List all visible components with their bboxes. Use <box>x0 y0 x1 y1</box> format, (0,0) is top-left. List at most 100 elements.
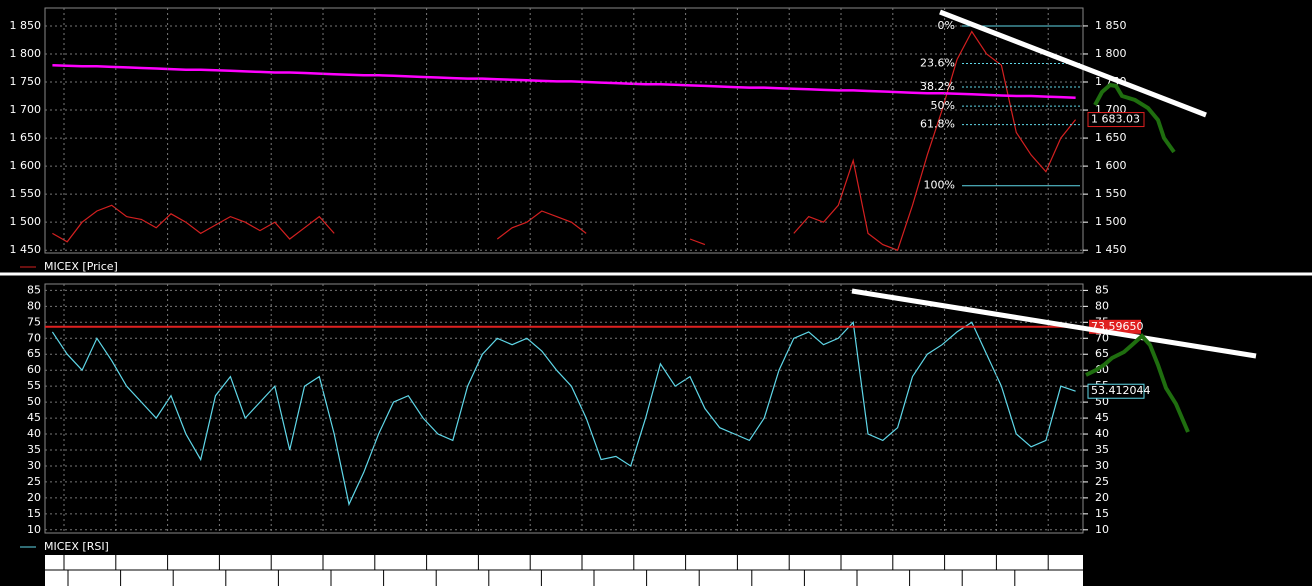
month-label: Jun <box>492 571 510 584</box>
y-tick-label-right: 1 450 <box>1095 243 1127 256</box>
y-tick-label-right: 1 650 <box>1095 131 1127 144</box>
series-line <box>496 210 587 240</box>
series-line <box>689 238 706 246</box>
y-tick-label-right: 65 <box>1095 347 1109 360</box>
y-tick-label: 1 850 <box>10 19 42 32</box>
y-tick-label-right: 1 800 <box>1095 47 1127 60</box>
fib-label: 38.2% <box>920 80 955 93</box>
series-line <box>52 63 1076 99</box>
y-tick-label: 20 <box>27 491 41 504</box>
day-label: 13 <box>741 556 755 569</box>
hand-drawn-forecast <box>1085 333 1190 433</box>
fib-label: 100% <box>924 179 955 192</box>
month-label: Dec <box>177 571 198 584</box>
y-tick-label: 1 500 <box>10 215 42 228</box>
hand-drawn-forecast <box>1093 82 1176 154</box>
y-tick-label: 55 <box>27 379 41 392</box>
day-label: 30 <box>223 556 237 569</box>
trendline <box>851 288 1257 359</box>
last-value-label: 53.412044 <box>1091 384 1151 397</box>
day-label: 5 <box>897 556 904 569</box>
month-label: Nov <box>125 571 147 584</box>
y-tick-label: 50 <box>27 395 41 408</box>
y-tick-label-right: 40 <box>1095 427 1109 440</box>
day-label: 5 <box>120 556 127 569</box>
day-label: 23 <box>534 556 548 569</box>
day-label: 2 <box>949 556 956 569</box>
day-label: 3 <box>327 556 334 569</box>
y-tick-label: 1 700 <box>10 103 42 116</box>
y-tick-label-right: 1 600 <box>1095 159 1127 172</box>
y-tick-label-right: 85 <box>1095 283 1109 296</box>
fib-label: 61.8% <box>920 118 955 131</box>
y-tick-label: 60 <box>27 363 41 376</box>
y-tick-label: 45 <box>27 411 41 424</box>
y-tick-label: 75 <box>27 315 41 328</box>
day-label: 18 <box>638 556 652 569</box>
month-label: Apr <box>1019 571 1039 584</box>
series-line <box>793 30 1077 251</box>
y-tick-label: 1 450 <box>10 243 42 256</box>
day-label: 30 <box>1052 556 1066 569</box>
plot <box>51 320 1076 507</box>
y-tick-label-right: 45 <box>1095 411 1109 424</box>
y-tick-label-right: 80 <box>1095 299 1109 312</box>
y-tick-label: 1 750 <box>10 75 42 88</box>
month-label: Apr <box>388 571 408 584</box>
month-label: Sep <box>651 571 672 584</box>
last-value-box <box>1087 383 1145 399</box>
y-tick-label: 80 <box>27 299 41 312</box>
month-label: 2014 <box>230 571 258 584</box>
day-label: 26 <box>482 556 496 569</box>
month-label: May <box>440 571 463 584</box>
y-tick-label: 10 <box>27 523 41 536</box>
y-tick-label: 1 550 <box>10 187 42 200</box>
y-tick-label: 1 650 <box>10 131 42 144</box>
month-label: Jul <box>544 571 558 584</box>
day-label: 8 <box>845 556 852 569</box>
day-label: 21 <box>586 556 600 569</box>
trendline <box>939 9 1207 118</box>
month-label: 2015 <box>861 571 889 584</box>
plot <box>52 30 1077 251</box>
y-tick-label: 1 600 <box>10 159 42 172</box>
last-value-box <box>1087 112 1145 128</box>
y-tick-label-right: 25 <box>1095 475 1109 488</box>
day-label: 28 <box>431 556 445 569</box>
y-tick-label-right: 35 <box>1095 443 1109 456</box>
legend-label: MICEX [RSI] <box>44 540 109 553</box>
y-tick-label-right: 1 500 <box>1095 215 1127 228</box>
month-label: Feb <box>282 571 301 584</box>
y-tick-label-right: 20 <box>1095 491 1109 504</box>
month-label: Nov <box>756 571 778 584</box>
y-tick-label: 1 800 <box>10 47 42 60</box>
y-tick-label: 40 <box>27 427 41 440</box>
last-value-label: 1 683.03 <box>1091 113 1140 126</box>
y-tick-label: 30 <box>27 459 41 472</box>
y-tick-label: 15 <box>27 507 41 520</box>
y-tick-label-right: 10 <box>1095 523 1109 536</box>
y-tick-label-right: 1 750 <box>1095 75 1127 88</box>
month-label: Dec <box>808 571 829 584</box>
series-line <box>52 204 335 243</box>
price-frame <box>44 7 1084 254</box>
day-label: 3 <box>275 556 282 569</box>
y-tick-label-right: 15 <box>1095 507 1109 520</box>
day-label: 2 <box>172 556 179 569</box>
month-label: Mar <box>966 571 987 584</box>
fib-label: 50% <box>931 99 955 112</box>
y-tick-label: 70 <box>27 331 41 344</box>
y-tick-label-right: 30 <box>1095 459 1109 472</box>
y-tick-label: 65 <box>27 347 41 360</box>
y-tick-label-right: 1 850 <box>1095 19 1127 32</box>
day-label: 31 <box>379 556 393 569</box>
y-tick-label: 35 <box>27 443 41 456</box>
rsi-frame <box>44 283 1084 534</box>
fib-label: 0% <box>938 19 955 32</box>
legend-label: MICEX [Price] <box>44 260 118 273</box>
y-tick-label-right: 1 550 <box>1095 187 1127 200</box>
day-label: 10 <box>793 556 807 569</box>
y-tick-label: 25 <box>27 475 41 488</box>
day-label: 15 <box>690 556 704 569</box>
